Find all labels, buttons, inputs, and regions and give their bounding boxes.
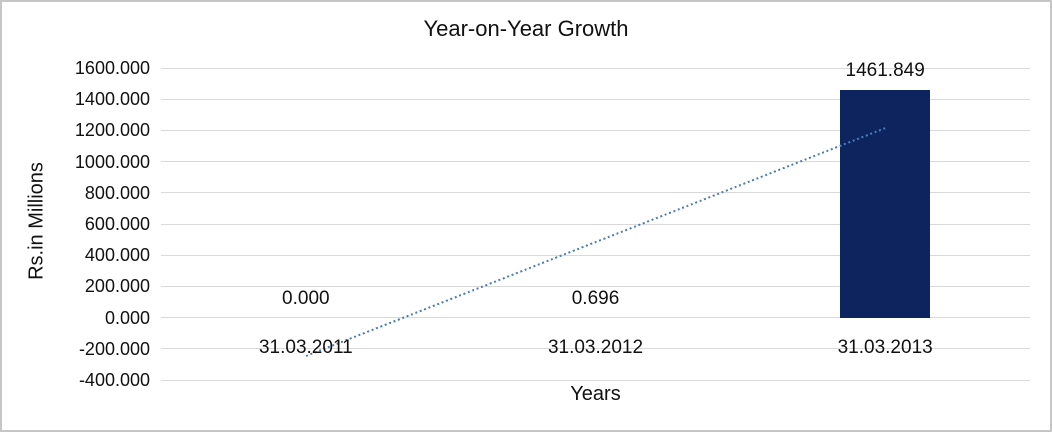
gridline: [161, 254, 1030, 256]
x-tick-label: 31.03.2012: [547, 337, 644, 358]
gridline: [161, 192, 1030, 194]
y-tick-label: 1200.000: [74, 120, 150, 141]
x-tick-label: 31.03.2013: [837, 337, 933, 358]
y-tick-label: -200.000: [78, 338, 150, 359]
gridline: [161, 285, 1030, 287]
y-tick-label: -400.000: [78, 370, 150, 390]
data-label: 0.000: [282, 288, 330, 310]
gridline: [161, 379, 1030, 381]
gridline: [161, 98, 1030, 100]
data-label: 0.696: [571, 287, 620, 309]
gridline: [161, 348, 1030, 350]
gridline: [161, 223, 1030, 225]
y-tick-label: 1600.000: [74, 58, 150, 78]
chart-title: Year-on-Year Growth: [423, 16, 629, 41]
gridline: [161, 161, 1030, 163]
y-tick-label: 1000.000: [74, 151, 150, 172]
y-tick-label: 1400.000: [74, 89, 150, 110]
y-tick-label: 600.000: [84, 214, 150, 234]
data-label: 1461.849: [845, 60, 925, 82]
y-tick-label: 200.000: [84, 276, 150, 297]
y-tick-label: 800.000: [84, 182, 150, 203]
y-tick-label: 0.000: [104, 307, 150, 328]
gridline: [161, 67, 1030, 69]
gridline: [161, 317, 1030, 319]
x-tick-label: 31.03.2011: [258, 337, 353, 358]
y-tick-label: 400.000: [84, 245, 150, 266]
gridline: [161, 129, 1030, 131]
bar: [840, 89, 931, 318]
x-axis-title: Years: [570, 383, 621, 405]
